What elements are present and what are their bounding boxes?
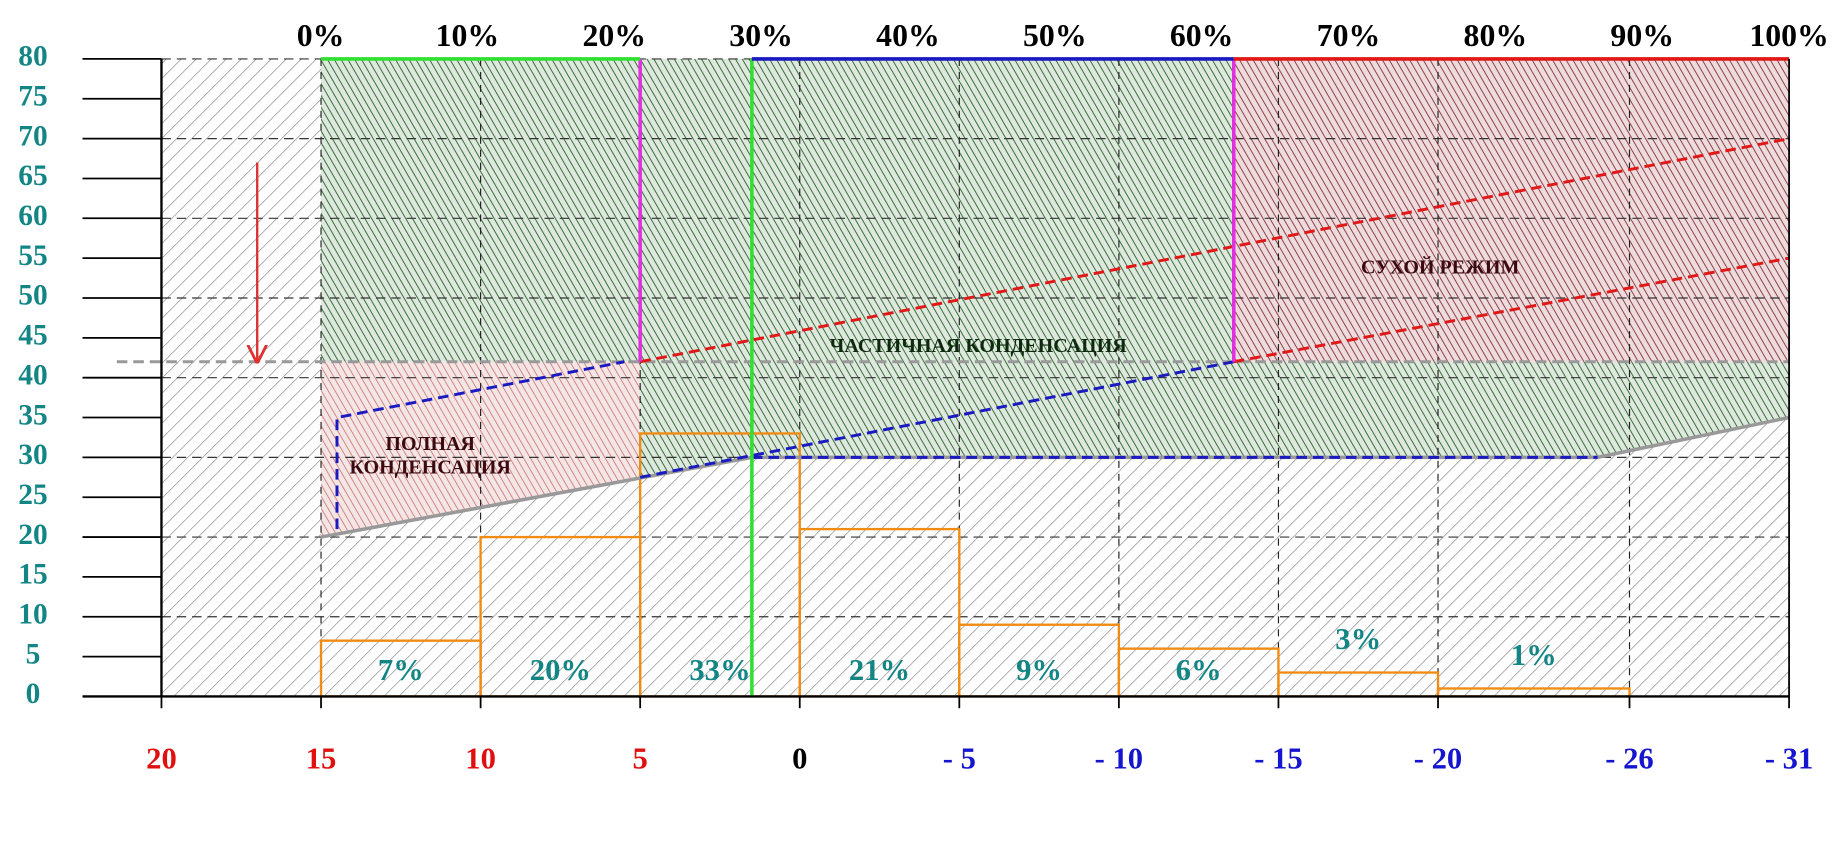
y-tick-label: 20 <box>18 519 47 551</box>
y-tick-label: 40 <box>18 359 47 391</box>
value-label: 6% <box>1176 653 1222 687</box>
value-label: 1% <box>1511 638 1557 672</box>
zone <box>321 58 1790 478</box>
x-tick-label: - 10 <box>1095 741 1143 775</box>
x-tick-label: 10 <box>465 741 496 775</box>
x-tick-label: - 5 <box>943 741 976 775</box>
value-label: 3% <box>1335 622 1381 656</box>
zone <box>1233 58 1790 362</box>
x-tick-label: - 20 <box>1414 741 1462 775</box>
y-tick-label: 35 <box>18 399 47 431</box>
y-tick-label: 10 <box>18 599 47 631</box>
zone-label: КОНДЕНСАЦИЯ <box>349 457 511 479</box>
y-tick-label: 65 <box>18 160 47 192</box>
value-label: 9% <box>1016 653 1062 687</box>
x-tick-label: 5 <box>633 741 648 775</box>
y-tick-label: 15 <box>18 559 47 591</box>
x2-tick-label: 10% <box>436 18 500 53</box>
y-tick-label: 80 <box>18 41 47 73</box>
y-tick-label: 55 <box>18 240 47 272</box>
value-label: 33% <box>689 653 750 687</box>
line <box>335 360 625 530</box>
x-tick-label: - 26 <box>1605 741 1653 775</box>
y-tick-label: 25 <box>18 479 47 511</box>
line <box>639 137 1790 364</box>
x-tick-label: 15 <box>306 741 337 775</box>
x2-tick-label: 40% <box>876 18 940 53</box>
x-tick-label: 0 <box>792 741 807 775</box>
line <box>639 360 1235 479</box>
x-tick-label: 20 <box>146 741 177 775</box>
x2-tick-label: 60% <box>1170 18 1234 53</box>
zone-label: ПОЛНАЯ <box>385 433 475 455</box>
x-tick-label: - 31 <box>1765 741 1813 775</box>
y-tick-label: 60 <box>18 200 47 232</box>
y-tick-label: 50 <box>18 280 47 312</box>
y-tick-label: 70 <box>18 120 47 152</box>
y-tick-label: 5 <box>26 638 41 670</box>
y-tick-label: 0 <box>26 678 41 710</box>
x2-tick-label: 100% <box>1749 18 1829 53</box>
y-tick-label: 30 <box>18 439 47 471</box>
x2-tick-label: 80% <box>1464 18 1528 53</box>
value-label: 21% <box>849 653 910 687</box>
y-tick-label: 75 <box>18 81 47 113</box>
x2-tick-label: 90% <box>1610 18 1674 53</box>
zone-label: ЧАСТИЧНАЯ КОНДЕНСАЦИЯ <box>830 335 1128 357</box>
x-tick-label: - 15 <box>1254 741 1302 775</box>
value-label: 7% <box>378 653 424 687</box>
x2-tick-label: 30% <box>729 18 793 53</box>
x2-tick-label: 0% <box>297 18 345 53</box>
x2-tick-label: 20% <box>582 18 646 53</box>
line <box>1233 256 1790 364</box>
y-tick-label: 45 <box>18 320 47 352</box>
zone-label: СУХОЙ РЕЖИМ <box>1361 255 1519 278</box>
x2-tick-label: 70% <box>1317 18 1381 53</box>
value-label: 20% <box>530 653 591 687</box>
x2-tick-label: 50% <box>1023 18 1087 53</box>
